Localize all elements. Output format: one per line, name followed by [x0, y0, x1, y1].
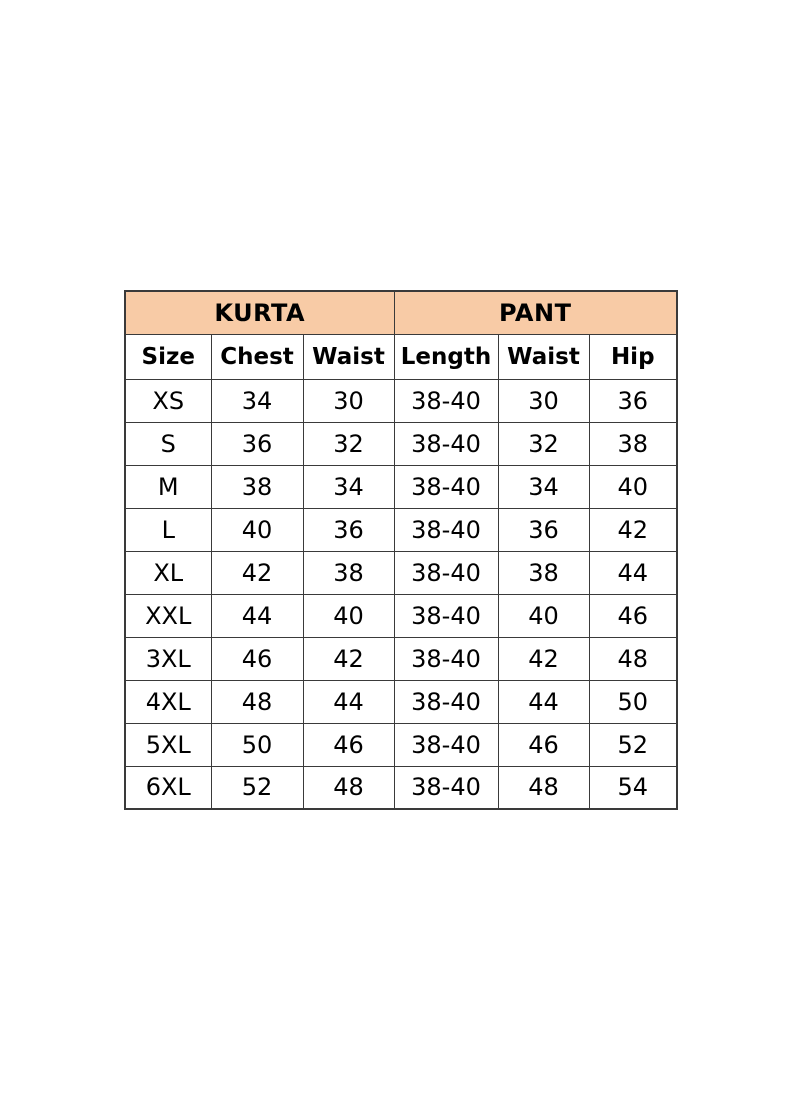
measurement-cell: 38-40 — [393, 550, 499, 595]
measurement-cell: 40 — [588, 464, 678, 509]
group-header-kurta: KURTA — [124, 290, 395, 335]
measurement-cell: 38-40 — [393, 765, 499, 810]
measurement-cell: 34 — [210, 378, 304, 423]
table-row: M 38 34 38-40 34 40 — [124, 464, 678, 509]
size-label-cell: 4XL — [124, 679, 212, 724]
measurement-cell: 38-40 — [393, 421, 499, 466]
measurement-cell: 40 — [210, 507, 304, 552]
measurement-cell: 38 — [588, 421, 678, 466]
measurement-cell: 38-40 — [393, 593, 499, 638]
measurement-cell: 36 — [497, 507, 590, 552]
size-chart-container: KURTA PANT Size Chest Waist Length Waist Hip XS 3… — [124, 290, 678, 810]
measurement-cell: 46 — [302, 722, 395, 767]
table-row: XXL 44 40 38-40 40 46 — [124, 593, 678, 638]
size-label-cell: XS — [124, 378, 212, 423]
size-label-cell: XL — [124, 550, 212, 595]
size-label-cell: S — [124, 421, 212, 466]
measurement-cell: 42 — [588, 507, 678, 552]
size-chart-table: KURTA PANT Size Chest Waist Length Waist Hip XS 3… — [124, 290, 678, 810]
measurement-cell: 38-40 — [393, 636, 499, 681]
measurement-cell: 48 — [497, 765, 590, 810]
size-label-cell: 6XL — [124, 765, 212, 810]
table-row: 6XL 52 48 38-40 48 54 — [124, 765, 678, 810]
measurement-cell: 46 — [210, 636, 304, 681]
measurement-cell: 38-40 — [393, 507, 499, 552]
group-header-row: KURTA PANT — [124, 290, 678, 335]
measurement-cell: 42 — [210, 550, 304, 595]
column-header-0: Size — [124, 333, 212, 380]
table-row: S 36 32 38-40 32 38 — [124, 421, 678, 466]
measurement-cell: 40 — [302, 593, 395, 638]
measurement-cell: 50 — [210, 722, 304, 767]
measurement-cell: 32 — [302, 421, 395, 466]
table-row: 5XL 50 46 38-40 46 52 — [124, 722, 678, 767]
measurement-cell: 44 — [588, 550, 678, 595]
size-label-cell: 5XL — [124, 722, 212, 767]
size-chart-body: KURTA PANT Size Chest Waist Length Waist Hip XS 3… — [124, 290, 678, 810]
measurement-cell: 46 — [497, 722, 590, 767]
measurement-cell: 38-40 — [393, 464, 499, 509]
measurement-cell: 50 — [588, 679, 678, 724]
measurement-cell: 48 — [588, 636, 678, 681]
column-header-5: Hip — [588, 333, 678, 380]
measurement-cell: 30 — [302, 378, 395, 423]
measurement-cell: 44 — [210, 593, 304, 638]
group-header-pant: PANT — [393, 290, 678, 335]
measurement-cell: 36 — [302, 507, 395, 552]
table-row: 3XL 46 42 38-40 42 48 — [124, 636, 678, 681]
measurement-cell: 38 — [302, 550, 395, 595]
table-row: L 40 36 38-40 36 42 — [124, 507, 678, 552]
measurement-cell: 38-40 — [393, 378, 499, 423]
measurement-cell: 48 — [302, 765, 395, 810]
measurement-cell: 38 — [210, 464, 304, 509]
measurement-cell: 34 — [497, 464, 590, 509]
measurement-cell: 44 — [497, 679, 590, 724]
measurement-cell: 48 — [210, 679, 304, 724]
measurement-cell: 32 — [497, 421, 590, 466]
measurement-cell: 38 — [497, 550, 590, 595]
column-header-3: Length — [393, 333, 499, 380]
measurement-cell: 34 — [302, 464, 395, 509]
column-header-row: Size Chest Waist Length Waist Hip — [124, 333, 678, 380]
column-header-2: Waist — [302, 333, 395, 380]
measurement-cell: 52 — [210, 765, 304, 810]
size-label-cell: L — [124, 507, 212, 552]
table-row: XS 34 30 38-40 30 36 — [124, 378, 678, 423]
table-row: XL 42 38 38-40 38 44 — [124, 550, 678, 595]
measurement-cell: 30 — [497, 378, 590, 423]
measurement-cell: 46 — [588, 593, 678, 638]
size-label-cell: 3XL — [124, 636, 212, 681]
measurement-cell: 38-40 — [393, 722, 499, 767]
size-label-cell: XXL — [124, 593, 212, 638]
column-header-4: Waist — [497, 333, 590, 380]
column-header-1: Chest — [210, 333, 304, 380]
table-row: 4XL 48 44 38-40 44 50 — [124, 679, 678, 724]
measurement-cell: 36 — [210, 421, 304, 466]
measurement-cell: 42 — [497, 636, 590, 681]
measurement-cell: 36 — [588, 378, 678, 423]
measurement-cell: 52 — [588, 722, 678, 767]
measurement-cell: 42 — [302, 636, 395, 681]
measurement-cell: 44 — [302, 679, 395, 724]
measurement-cell: 54 — [588, 765, 678, 810]
size-label-cell: M — [124, 464, 212, 509]
measurement-cell: 38-40 — [393, 679, 499, 724]
measurement-cell: 40 — [497, 593, 590, 638]
